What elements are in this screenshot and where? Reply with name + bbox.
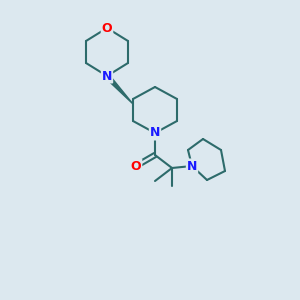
Text: N: N [150,127,160,140]
Text: O: O [102,22,112,34]
Text: O: O [131,160,141,172]
Text: N: N [187,160,197,172]
Polygon shape [105,74,133,104]
Text: N: N [102,70,112,83]
